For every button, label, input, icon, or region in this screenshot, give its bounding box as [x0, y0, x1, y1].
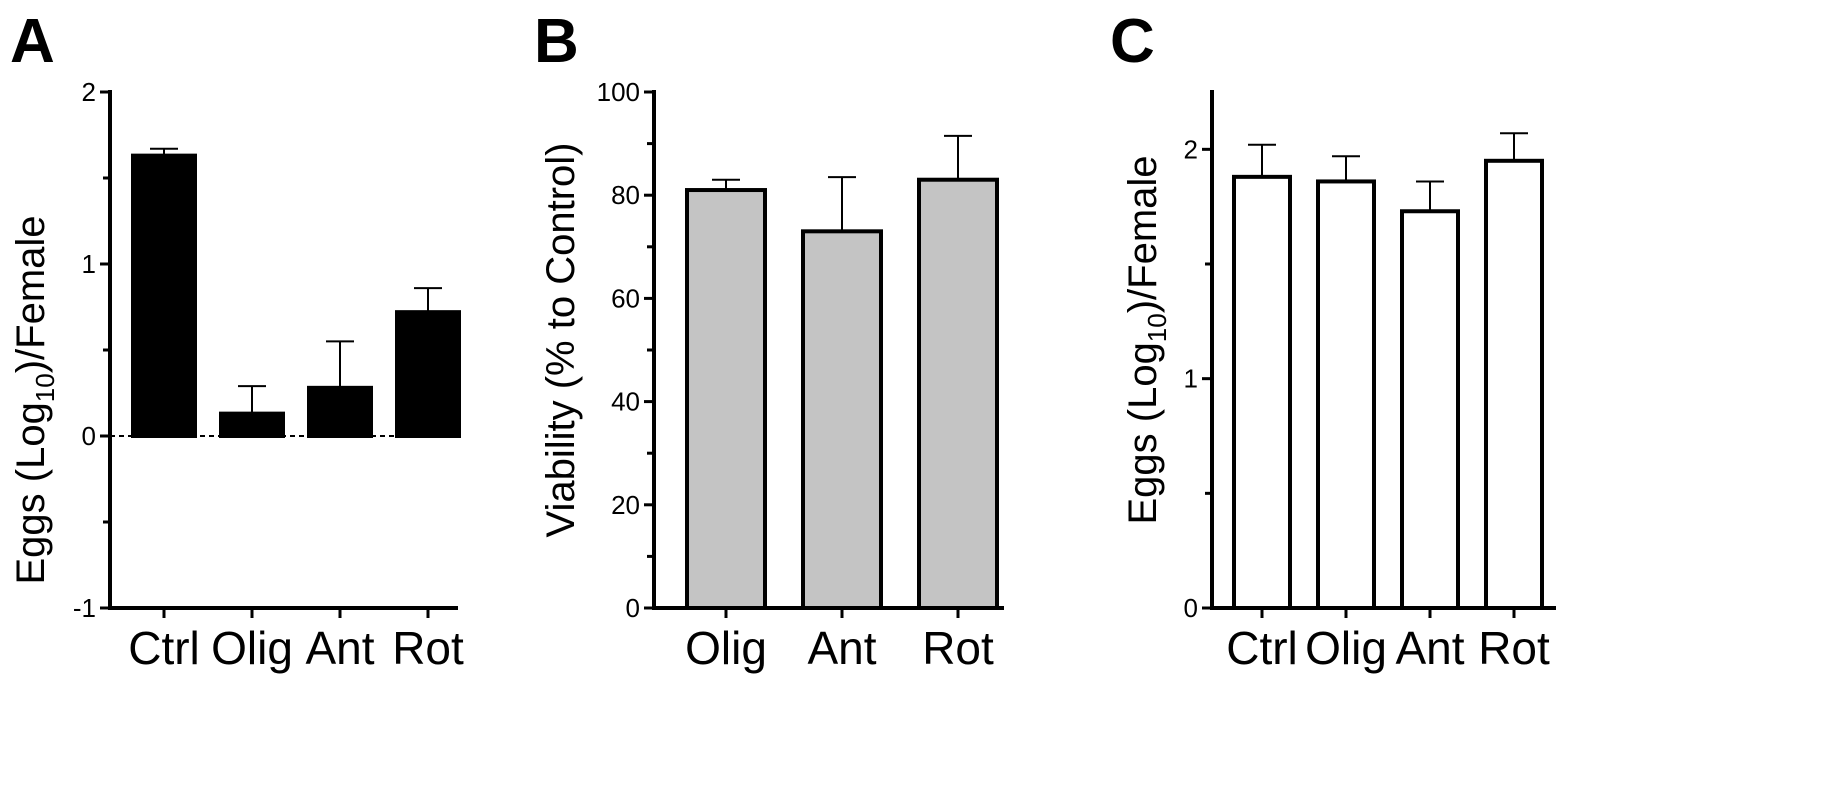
panel-a-y-tick-label: 0: [82, 421, 96, 451]
panel-b-bar-rot: [917, 177, 999, 610]
panel-c-category-label: Rot: [1478, 622, 1550, 674]
panel-a-y-axis-title: Eggs (Log10)/Female: [9, 215, 60, 584]
panel-c-y-tick-label: 2: [1184, 134, 1198, 164]
panel-a-y-tick-label: -1: [73, 593, 96, 623]
panel-c-letter: C: [1110, 7, 1155, 76]
panel-c-y-axis-title-sub: 10: [1142, 313, 1172, 342]
panel-c-category-label: Ctrl: [1226, 622, 1298, 674]
panel-c-y-tick-label: 1: [1184, 364, 1198, 394]
panel-c-y-axis-title-tail: )/Female: [1121, 155, 1165, 313]
panel-a-letter: A: [10, 7, 55, 76]
panel-a: A Eggs (Log10)/Female -1 0 1 2 Ctrl Olig Ant Ro…: [9, 7, 464, 674]
panel-b-y-tick-label: 0: [626, 593, 640, 623]
panel-a-category-label: Ant: [305, 622, 374, 674]
panel-b-y-axis-title: Viability (% to Control): [539, 143, 583, 538]
panel-c-bar-rot: [1484, 158, 1544, 611]
panel-a-y-axis-title-main: Eggs (Log: [9, 402, 53, 584]
panel-c-bar-olig: [1316, 179, 1376, 610]
panel-b-y-tick-label: 40: [611, 387, 640, 417]
panel-c-y-axis-title-main: Eggs (Log: [1121, 342, 1165, 524]
panel-c-y-axis-title: Eggs (Log10)/Female: [1121, 155, 1172, 524]
panel-b-category-label: Olig: [685, 622, 767, 674]
panel-a-y-tick-label: 2: [82, 77, 96, 107]
panel-c-bar-ant: [1400, 209, 1460, 610]
panel-b-bar-olig: [685, 188, 767, 610]
panel-a-category-label: Rot: [392, 622, 464, 674]
panel-c: C Eggs (Log10)/Female 0 1 2 Ctrl Olig Ant Rot: [1110, 7, 1556, 674]
panel-a-y-axis-title-tail: )/Female: [9, 215, 53, 373]
panel-a-category-label: Olig: [211, 622, 293, 674]
panel-c-category-label: Olig: [1305, 622, 1387, 674]
panel-a-bar-olig: [219, 411, 285, 439]
panel-a-bar-ctrl: [131, 153, 197, 438]
panel-b-y-tick-label: 80: [611, 180, 640, 210]
panel-a-y-tick-label: 1: [82, 249, 96, 279]
panel-c-category-label: Ant: [1395, 622, 1464, 674]
panel-a-bar-ant: [307, 385, 373, 438]
panel-b: B Viability (% to Control) 0 20 40 60 80 100 O…: [534, 7, 1004, 674]
panel-c-y-tick-label: 0: [1184, 593, 1198, 623]
panel-b-letter: B: [534, 7, 579, 76]
panel-a-category-label: Ctrl: [128, 622, 200, 674]
panel-a-y-axis-title-sub: 10: [30, 373, 60, 402]
panel-c-bar-ctrl: [1232, 174, 1292, 610]
panel-b-category-label: Ant: [807, 622, 876, 674]
panel-b-y-tick-label: 20: [611, 490, 640, 520]
panel-b-y-tick-label: 60: [611, 283, 640, 313]
panel-a-bar-rot: [395, 310, 461, 438]
panel-b-category-label: Rot: [922, 622, 994, 674]
panel-b-y-tick-label: 100: [597, 77, 640, 107]
panel-b-bar-ant: [801, 229, 883, 610]
